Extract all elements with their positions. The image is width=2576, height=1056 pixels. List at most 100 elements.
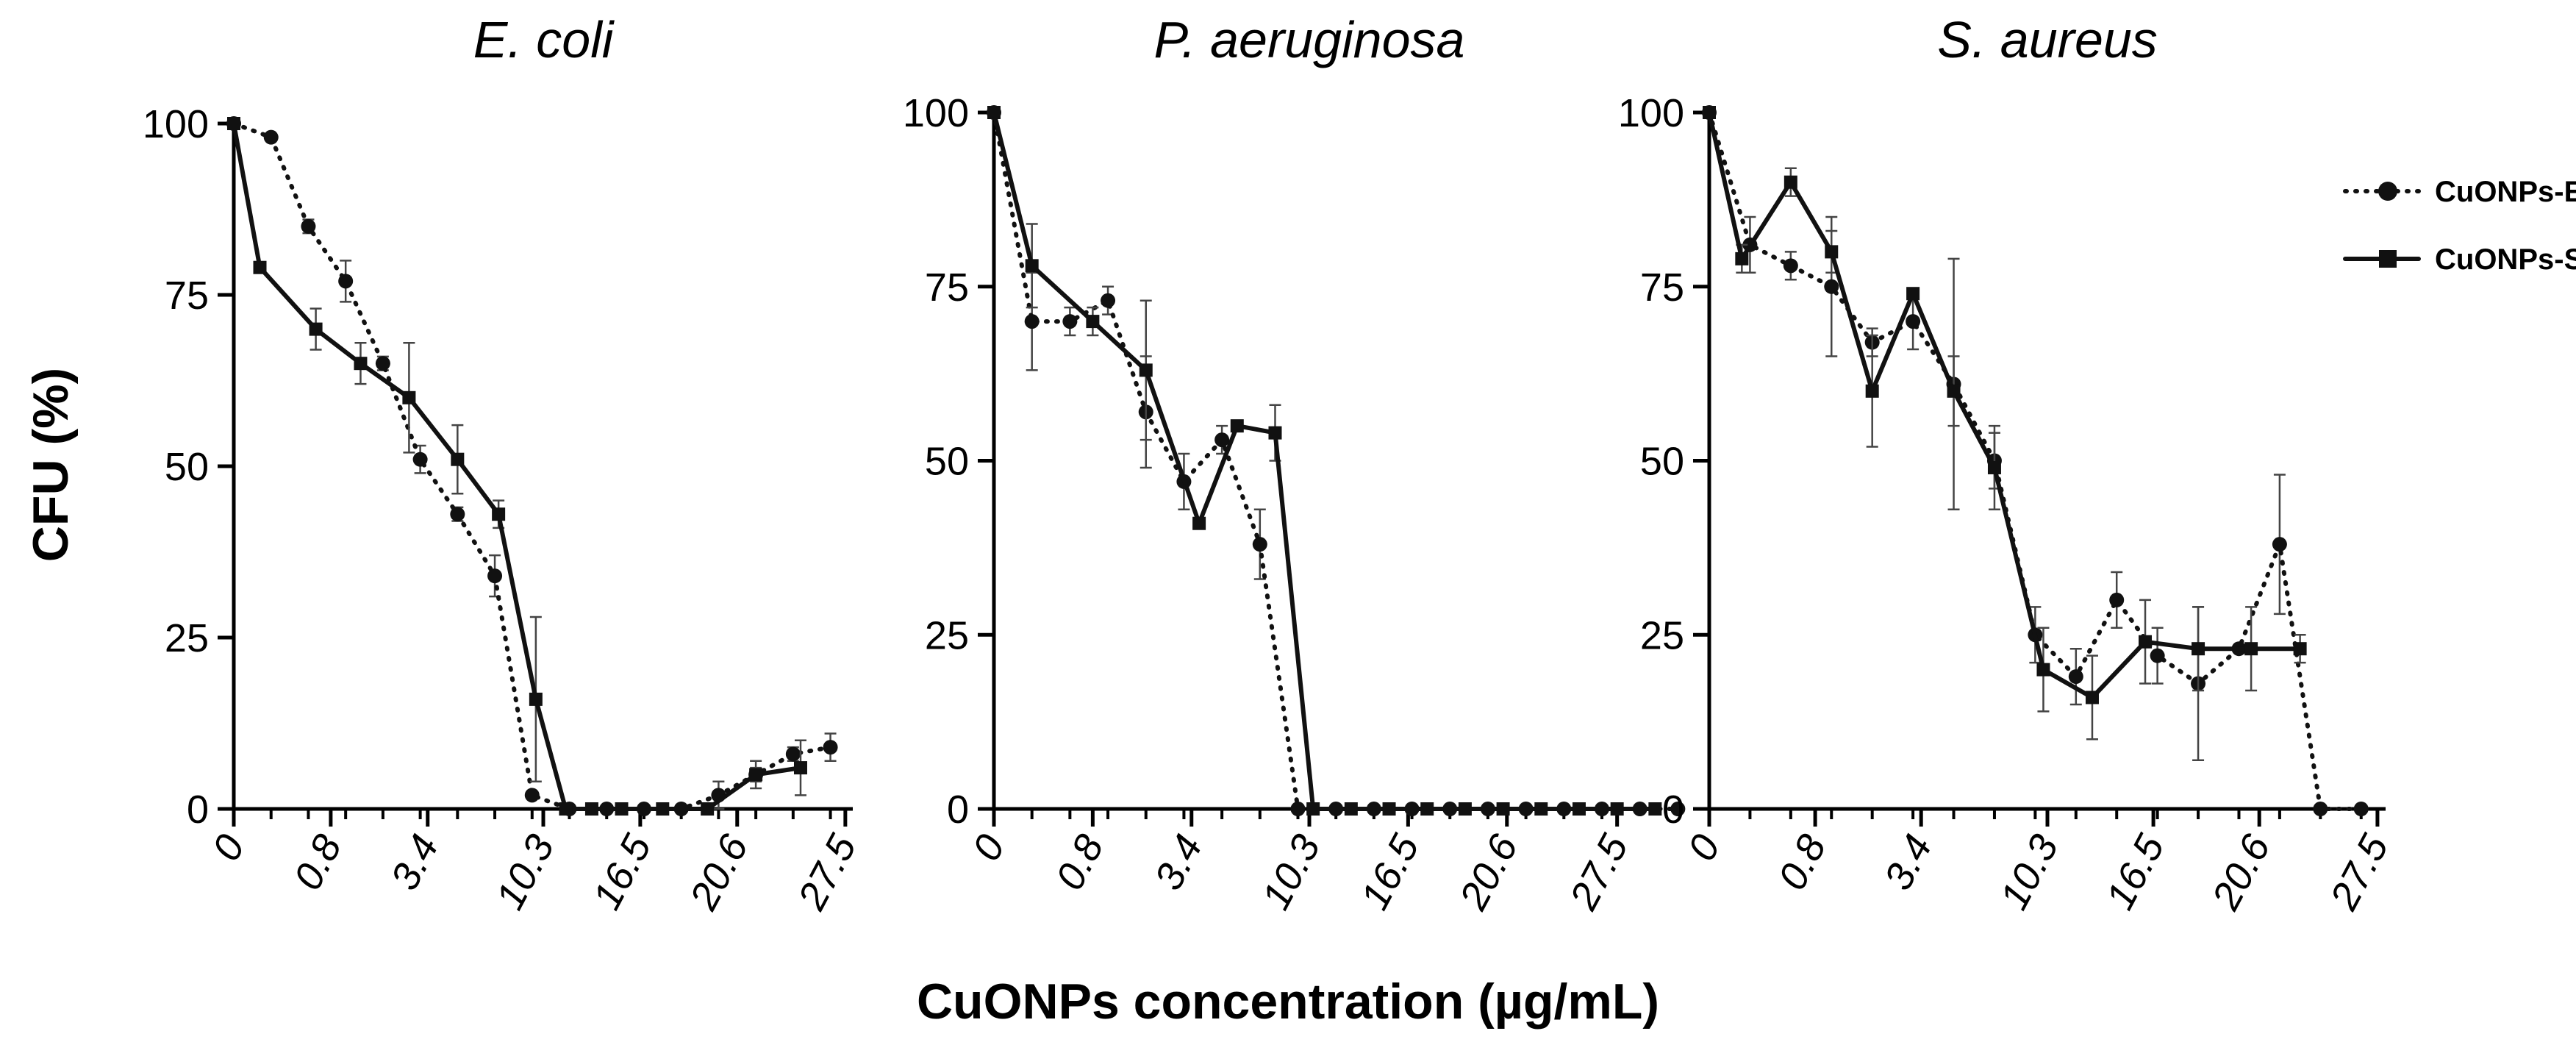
data-point-cuonps-s: [656, 802, 670, 816]
x-axis-label: CuONPs concentration (µg/mL): [917, 974, 1659, 1030]
x-tick-label: 10.3: [1992, 827, 2067, 916]
x-tick-label: 10.3: [1253, 827, 1328, 916]
data-point-cuonps-s: [2139, 635, 2153, 649]
data-point-cuonps-s: [1268, 426, 1282, 440]
data-point-cuonps-s: [1086, 315, 1100, 329]
y-tick-label: 0: [187, 788, 209, 832]
data-point-cuonps-s: [1420, 802, 1434, 816]
data-point-cuonps-s: [1306, 802, 1320, 816]
data-point-cuonps-s: [1987, 460, 2001, 474]
x-tick-label: 16.5: [1353, 827, 1428, 917]
data-point-cuonps-e: [2068, 669, 2083, 685]
y-tick-label: 75: [1640, 265, 1684, 310]
data-point-cuonps-s: [253, 260, 267, 274]
legend-label: CuONPs-E: [2435, 176, 2576, 208]
data-point-cuonps-s: [227, 117, 240, 130]
x-tick-label: 27.5: [2322, 827, 2397, 918]
y-tick-label: 50: [925, 440, 969, 484]
data-point-cuonps-s: [1947, 384, 1961, 398]
data-point-cuonps-e: [2150, 648, 2165, 663]
legend-label: CuONPs-S: [2435, 243, 2576, 276]
data-point-cuonps-e: [412, 452, 428, 467]
x-tick-label: 0: [965, 827, 1014, 868]
data-point-cuonps-e: [785, 746, 801, 762]
data-point-cuonps-s: [1458, 802, 1472, 816]
data-point-cuonps-s: [2085, 691, 2099, 704]
data-point-cuonps-s: [1572, 802, 1586, 816]
data-point-cuonps-e: [301, 218, 316, 234]
y-tick-label: 75: [165, 274, 209, 318]
data-point-cuonps-s: [1735, 251, 1749, 265]
chart-panel-1: E. coli 0 25 50 75 100 0 0.8 3.4 10.3 16.5 20.6 27.5: [143, 11, 865, 917]
y-tick-label: 0: [947, 788, 969, 832]
data-point-cuonps-s: [2192, 642, 2205, 656]
data-point-cuonps-s: [1496, 802, 1510, 816]
data-point-cuonps-e: [524, 788, 540, 803]
x-tick-label: 3.4: [1876, 827, 1941, 896]
data-point-cuonps-s: [1783, 175, 1797, 189]
x-tick-label: 3.4: [382, 827, 447, 896]
data-point-cuonps-s: [402, 390, 416, 404]
data-point-cuonps-s: [615, 802, 629, 816]
x-tick-label: 0: [1680, 827, 1729, 868]
x-tick-label: 3.4: [1146, 827, 1211, 896]
data-point-cuonps-s: [2244, 642, 2258, 656]
data-point-cuonps-e: [823, 740, 838, 755]
data-point-cuonps-s: [1648, 802, 1662, 816]
panel-title: S. aureus: [1937, 11, 2158, 68]
data-point-cuonps-e: [1906, 314, 1921, 329]
data-point-cuonps-s: [584, 802, 598, 816]
x-tick-label: 0: [204, 827, 254, 868]
chart-panel-2: P. aeruginosa 0 25 50 75 100 0 0.8 3.4 10.3 16.5 20…: [903, 11, 1686, 918]
data-point-cuonps-e: [2109, 592, 2125, 607]
series-line-cuonps-s: [992, 110, 1658, 811]
data-point-cuonps-e: [1670, 802, 1686, 816]
x-tick-label: 16.5: [584, 827, 660, 917]
y-tick-label: 100: [143, 102, 209, 146]
legend-marker: [2379, 250, 2397, 268]
legend-marker: [2378, 182, 2397, 201]
data-point-cuonps-s: [1825, 245, 1839, 259]
data-point-cuonps-s: [1025, 259, 1039, 273]
data-point-cuonps-s: [1610, 802, 1624, 816]
y-tick-label: 100: [1618, 91, 1684, 135]
y-axis-label: CFU (%): [23, 368, 79, 562]
x-tick-label: 27.5: [790, 827, 865, 918]
data-point-cuonps-e: [263, 129, 279, 145]
data-point-cuonps-s: [492, 507, 506, 521]
data-point-cuonps-e: [1214, 432, 1230, 448]
y-tick-label: 25: [1640, 613, 1684, 657]
panel-title: E. coli: [473, 11, 615, 68]
x-tick-label: 20.6: [1451, 827, 1527, 918]
x-tick-label: 20.6: [2203, 827, 2279, 918]
data-point-cuonps-e: [1024, 314, 1040, 329]
x-tick-label: 27.5: [1561, 827, 1636, 918]
data-point-cuonps-s: [1703, 106, 1716, 119]
data-point-cuonps-s: [749, 768, 763, 782]
x-tick-label: 0.8: [1770, 827, 1834, 896]
data-point-cuonps-s: [1139, 363, 1153, 377]
data-point-cuonps-s: [2293, 642, 2307, 656]
data-point-cuonps-s: [1344, 802, 1358, 816]
data-point-cuonps-e: [1252, 537, 1267, 552]
data-point-cuonps-e: [487, 568, 503, 584]
data-point-cuonps-s: [1192, 516, 1206, 530]
x-tick-label: 10.3: [487, 827, 562, 916]
series-line-cuonps-e: [992, 110, 1681, 811]
data-point-cuonps-e: [1824, 279, 1839, 294]
y-tick-label: 100: [903, 91, 969, 135]
x-tick-label: 0.8: [1048, 827, 1112, 896]
data-point-cuonps-e: [2272, 537, 2287, 552]
data-point-cuonps-s: [1906, 287, 1920, 301]
data-point-cuonps-e: [338, 274, 354, 289]
data-point-cuonps-s: [1534, 802, 1548, 816]
data-point-cuonps-e: [2353, 802, 2369, 816]
y-tick-label: 25: [165, 616, 209, 660]
y-tick-label: 0: [1662, 788, 1684, 832]
y-tick-label: 50: [1640, 440, 1684, 484]
series-line-cuonps-s: [1707, 110, 2303, 700]
y-tick-label: 25: [925, 613, 969, 657]
x-tick-label: 0.8: [285, 827, 350, 896]
